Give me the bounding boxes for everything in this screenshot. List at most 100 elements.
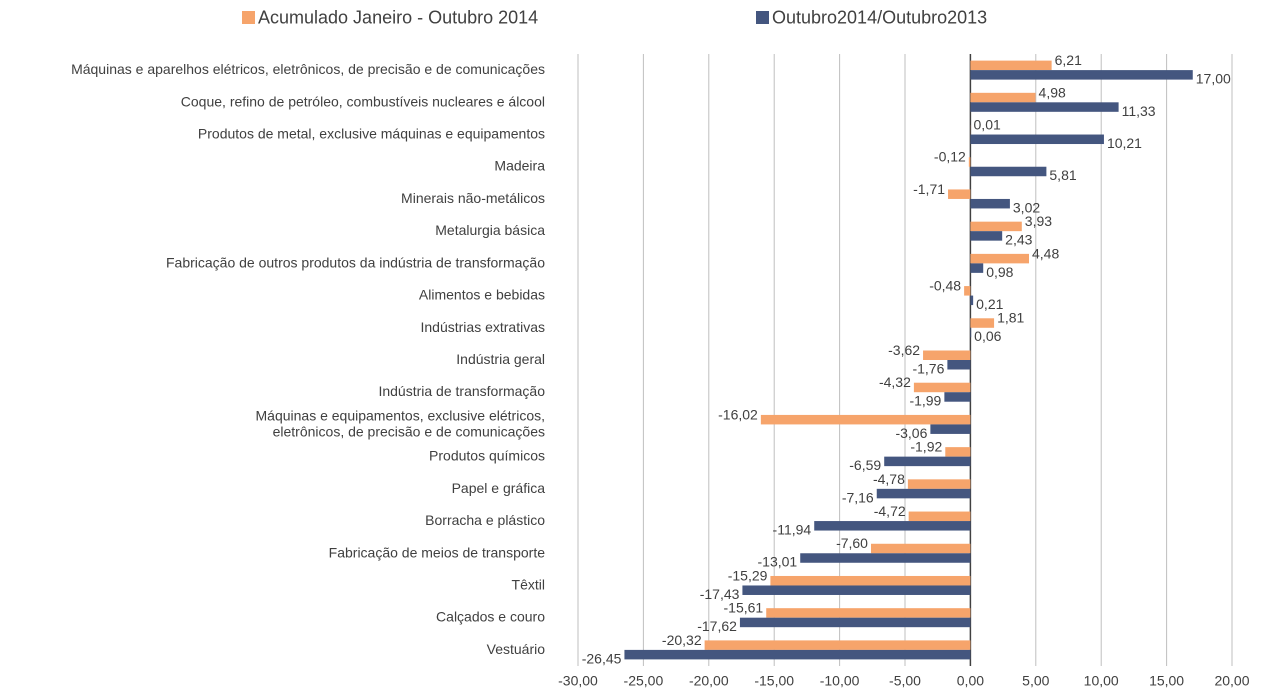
bar: [876, 488, 971, 499]
y-tick-label: Borracha e plástico: [425, 512, 545, 528]
value-label: -15,29: [728, 567, 768, 583]
bar: [704, 640, 971, 650]
value-label: -1,92: [910, 439, 942, 455]
legend-text: Outubro2014/Outubro2013: [772, 7, 987, 27]
bar: [923, 350, 971, 360]
x-tick-label: 10,00: [1084, 673, 1119, 689]
value-label: 4,48: [1032, 245, 1059, 261]
bar: [970, 70, 1193, 80]
bar: [970, 253, 1029, 264]
value-label: -3,06: [895, 425, 927, 441]
bar: [624, 649, 971, 660]
x-tick-label: -30,00: [558, 673, 598, 689]
bar: [945, 447, 971, 457]
value-label: -26,45: [582, 650, 622, 666]
y-tick-label: Indústrias extrativas: [421, 318, 546, 334]
value-label: -17,62: [697, 618, 737, 634]
x-tick-label: -25,00: [624, 673, 664, 689]
x-tick-label: -5,00: [889, 673, 921, 689]
y-tick-label: Coque, refino de petróleo, combustíveis …: [181, 93, 545, 109]
value-label: 5,81: [1049, 167, 1076, 183]
x-tick-label: -15,00: [754, 673, 794, 689]
y-tick-label: Produtos químicos: [429, 447, 545, 463]
bar: [870, 543, 971, 554]
value-label: 0,98: [986, 264, 1013, 280]
y-tick-label: Máquinas e equipamentos, exclusive elétr…: [256, 407, 546, 439]
bar: [947, 360, 971, 370]
x-tick-label: 20,00: [1214, 673, 1249, 689]
bar: [770, 575, 971, 586]
bar: [908, 511, 971, 522]
x-tick-label: -10,00: [820, 673, 860, 689]
value-label: -0,12: [934, 149, 966, 165]
bar: [970, 318, 995, 328]
value-label: -3,62: [888, 342, 920, 358]
bar: [970, 166, 1047, 177]
y-tick-label: Máquinas e aparelhos elétricos, eletrôni…: [71, 61, 545, 77]
legend-swatch: [756, 11, 769, 24]
value-label: -11,94: [773, 522, 812, 538]
bar: [742, 585, 971, 595]
value-label: 0,21: [976, 296, 1003, 312]
x-tick-label: -20,00: [689, 673, 729, 689]
value-label: -20,32: [662, 632, 702, 648]
value-label: -4,72: [874, 503, 906, 519]
value-label: 4,98: [1039, 84, 1066, 100]
value-label: 6,21: [1055, 52, 1082, 68]
bar: [944, 392, 971, 402]
y-tick-label: Vestuário: [487, 641, 546, 657]
value-label: -4,78: [873, 471, 905, 487]
bar: [970, 231, 1003, 241]
value-label: 1,81: [997, 310, 1024, 326]
value-label: -0,48: [929, 278, 961, 294]
y-tick-label: Alimentos e bebidas: [419, 286, 545, 302]
y-tick-label: Madeira: [494, 157, 545, 173]
bar: [964, 286, 971, 296]
value-label: 0,01: [974, 116, 1001, 132]
value-label: 2,43: [1005, 232, 1032, 248]
value-label: -7,60: [836, 535, 868, 551]
bar: [970, 102, 1119, 112]
y-tick-label: Minerais não-metálicos: [401, 190, 545, 206]
legend-swatch: [242, 11, 255, 24]
legend-text: Acumulado Janeiro - Outubro 2014: [258, 7, 538, 27]
y-tick-label: Metalurgia básica: [435, 222, 545, 238]
value-label: 11,33: [1122, 103, 1156, 119]
bar: [760, 414, 971, 425]
bar: [930, 424, 971, 434]
bar: [970, 295, 974, 306]
value-label: -17,43: [700, 586, 740, 602]
bar: [766, 608, 971, 618]
y-tick-label: Indústria de transformação: [378, 383, 545, 399]
bar: [970, 60, 1052, 71]
value-label: -1,99: [909, 393, 941, 409]
x-tick-label: 0,00: [957, 673, 984, 689]
value-label: -4,32: [879, 374, 911, 390]
y-tick-label: Produtos de metal, exclusive máquinas e …: [198, 125, 545, 141]
bar: [970, 92, 1036, 103]
bar: [739, 617, 971, 628]
bar: [970, 134, 1104, 145]
y-tick-label: Têxtil: [512, 576, 545, 592]
bar: [970, 221, 1022, 232]
value-label: -6,59: [849, 457, 881, 473]
value-label: 3,93: [1025, 213, 1052, 229]
bar: [800, 553, 971, 563]
value-label: -1,71: [913, 181, 945, 197]
bar: [970, 198, 1010, 209]
value-label: -7,16: [842, 489, 874, 505]
value-label: -16,02: [718, 406, 758, 422]
value-label: 10,21: [1107, 135, 1142, 151]
y-tick-label: Fabricação de outros produtos da indústr…: [166, 254, 545, 270]
bar: [948, 189, 971, 199]
y-tick-label: Papel e gráfica: [452, 480, 546, 496]
bar: [970, 263, 984, 273]
bar: [968, 157, 971, 167]
value-label: -13,01: [758, 554, 798, 570]
bar: [970, 327, 972, 338]
bar: [907, 479, 971, 489]
y-tick-label: Indústria geral: [456, 351, 545, 367]
y-tick-label: Calçados e couro: [436, 608, 545, 624]
